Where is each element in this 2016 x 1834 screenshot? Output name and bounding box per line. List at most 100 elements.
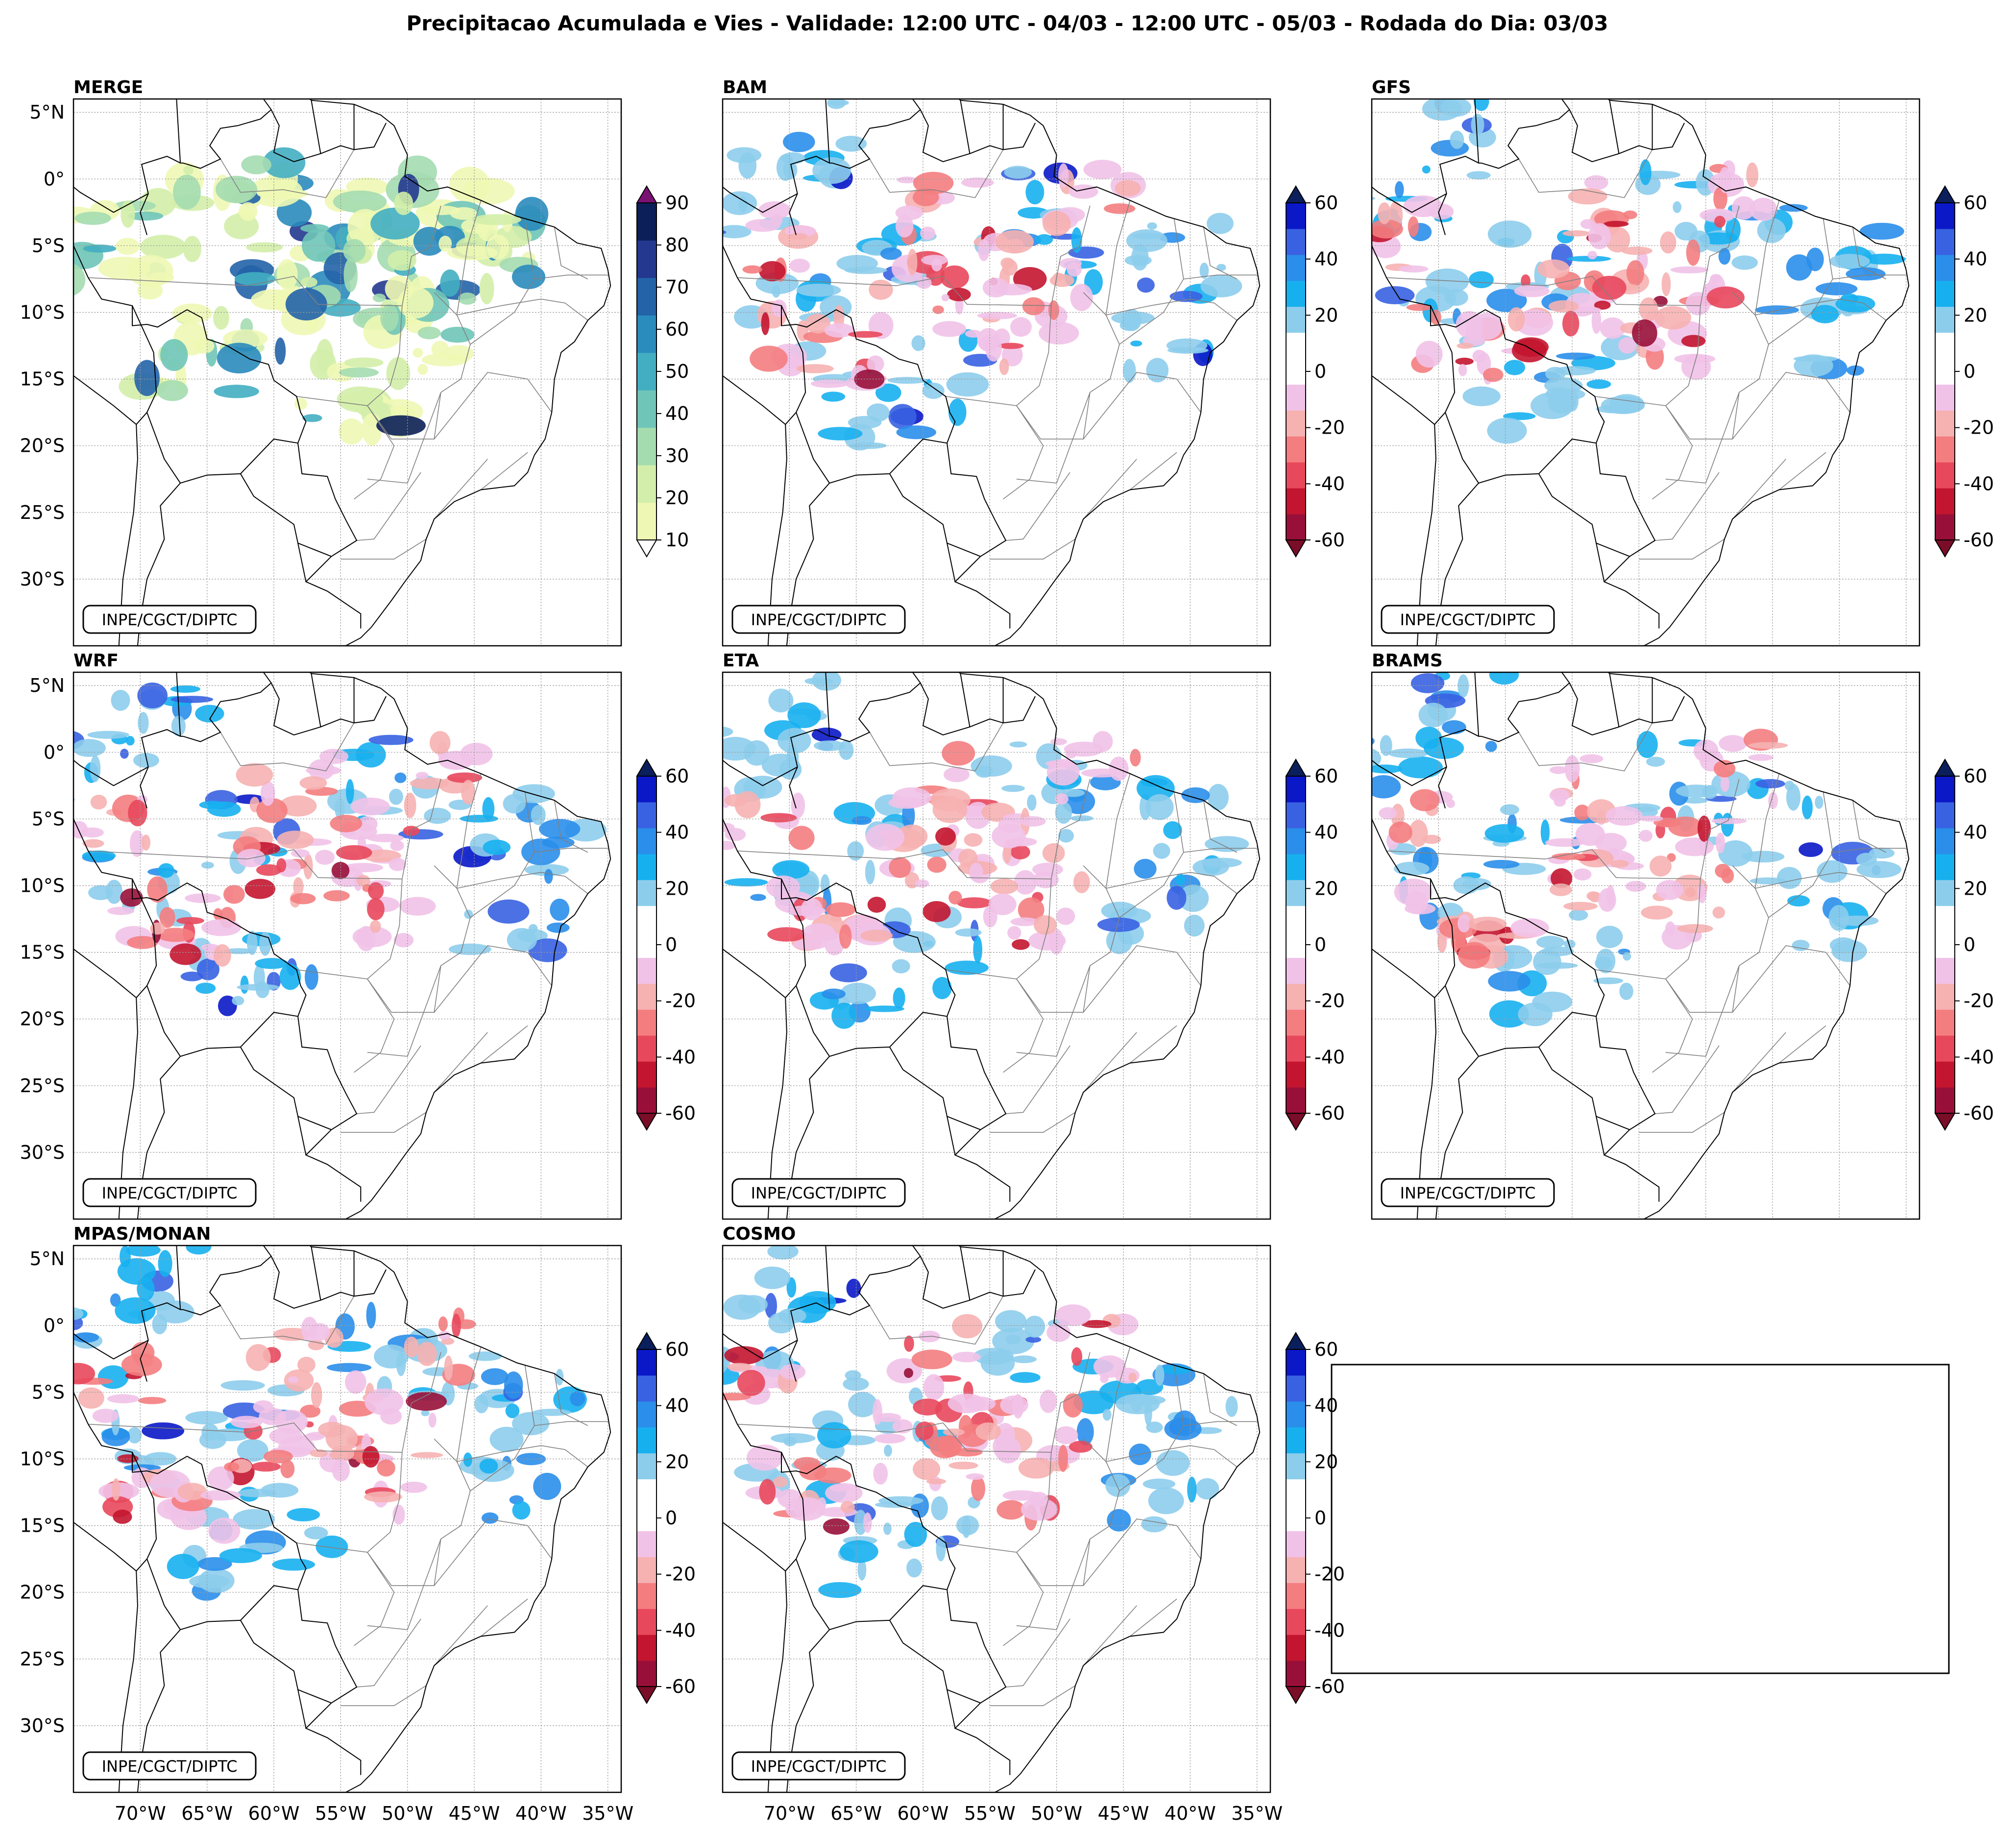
positive-bias-cell [482, 797, 495, 821]
negative-bias-cell [1638, 815, 1663, 822]
positive-bias-cell [1486, 289, 1527, 312]
colorbar-tick-label: -60 [665, 1102, 696, 1124]
negative-bias-cell [1081, 1320, 1112, 1328]
state-border [481, 1598, 528, 1637]
coastline-border [947, 1116, 956, 1155]
positive-bias-cell [304, 1526, 328, 1540]
positive-bias-cell [1801, 795, 1813, 820]
positive-bias-cell [936, 1536, 946, 1562]
positive-bias-cell [195, 982, 216, 994]
positive-bias-cell [1471, 114, 1484, 136]
positive-bias-cell [483, 839, 511, 855]
negative-bias-cell [779, 1364, 806, 1380]
rain-cell [386, 357, 411, 390]
negative-bias-cell [1552, 853, 1586, 860]
panel-wrf: WRF INPE/CGCT/DIPTC [73, 651, 622, 1220]
negative-bias-cell [1549, 789, 1570, 802]
credit-badge: INPE/CGCT/DIPTC [82, 1751, 257, 1781]
coastline-border [723, 948, 787, 1219]
state-border [434, 459, 488, 519]
positive-bias-cell [878, 1496, 923, 1505]
negative-bias-cell [897, 176, 917, 184]
colorbar-tick-label: -20 [665, 1564, 696, 1585]
negative-bias-cell [824, 323, 854, 338]
credit-badge: INPE/CGCT/DIPTC [731, 605, 906, 634]
negative-bias-cell [299, 776, 327, 790]
colorbar-tick-label: 20 [665, 878, 689, 899]
coastline-border [73, 759, 149, 786]
colorbar-segment [637, 390, 656, 428]
positive-bias-cell [1184, 914, 1205, 937]
positive-bias-cell [946, 372, 989, 397]
colorbar-segment [1286, 1583, 1306, 1609]
negative-bias-cell [1626, 260, 1645, 286]
negative-bias-cell [766, 875, 801, 899]
colorbar-tick-label: 40 [665, 403, 689, 424]
colorbar-segment [637, 1087, 656, 1114]
positive-bias-cell [1142, 1478, 1176, 1490]
coastline-border [789, 109, 1036, 235]
colorbar-segment [637, 203, 656, 241]
positive-bias-cell [261, 1483, 299, 1498]
negative-bias-cell [82, 839, 104, 848]
coastline-border [737, 1424, 1011, 1775]
positive-bias-cell [396, 1351, 406, 1376]
colorbar-tick-label: -40 [1314, 1619, 1345, 1641]
rain-cell [183, 165, 194, 175]
state-border [869, 149, 1004, 198]
negative-bias-cell [1564, 755, 1580, 783]
state-border [220, 722, 355, 772]
colorbar-segment [637, 1401, 656, 1428]
state-border [220, 149, 355, 198]
negative-bias-cell [830, 1485, 851, 1492]
negative-bias-cell [415, 772, 429, 780]
negative-bias-cell [854, 369, 885, 390]
negative-bias-cell [1045, 760, 1075, 767]
negative-bias-cell [1018, 1457, 1054, 1479]
negative-bias-cell [1468, 916, 1507, 931]
negative-bias-cell [1068, 184, 1098, 199]
positive-bias-cell [1500, 804, 1519, 815]
colorbar-segment [1935, 880, 1955, 906]
positive-bias-cell [817, 1422, 851, 1449]
map-field [73, 1246, 621, 1792]
negative-bias-cell [1039, 1390, 1057, 1413]
colorbar-tick-label: -60 [1314, 1102, 1345, 1124]
coastline-border [723, 759, 798, 786]
state-border [534, 274, 608, 280]
positive-bias-cell [1058, 829, 1074, 843]
rain-cell [301, 277, 317, 288]
colorbar-segment [1286, 1349, 1306, 1376]
panel-title: ETA [723, 651, 759, 671]
colorbar-tick-label: -40 [1314, 1046, 1345, 1068]
positive-bias-cell [1024, 1316, 1045, 1338]
positive-bias-cell [821, 391, 846, 402]
lon-tick-label: 40°W [515, 1803, 567, 1824]
colorbar-segment [637, 828, 656, 855]
negative-bias-cell [892, 787, 931, 808]
colorbar-tick-label: -40 [1964, 473, 1994, 494]
coastline-border [263, 99, 272, 110]
negative-bias-cell [1405, 903, 1436, 915]
state-border [869, 722, 1004, 772]
negative-bias-cell [1409, 789, 1440, 811]
negative-bias-cell [1388, 821, 1412, 843]
positive-bias-cell [1862, 253, 1906, 265]
negative-bias-cell [244, 879, 276, 899]
rain-cell [472, 214, 521, 225]
rain-cell [172, 303, 212, 324]
coastline-border [912, 672, 921, 684]
negative-bias-cell [1458, 364, 1467, 376]
negative-bias-cell [1408, 216, 1419, 237]
colorbar-tick-label: 10 [665, 529, 689, 551]
positive-bias-cell [346, 779, 354, 804]
negative-bias-cell [78, 1387, 104, 1409]
rain-cell [128, 211, 164, 221]
coastline-border [88, 1424, 362, 1775]
rain-cell [362, 413, 383, 446]
positive-bias-cell [1167, 347, 1209, 354]
coastline-border [796, 1559, 947, 1631]
state-border [296, 1542, 395, 1646]
negative-bias-cell [907, 248, 918, 276]
positive-bias-cell [1163, 821, 1182, 839]
